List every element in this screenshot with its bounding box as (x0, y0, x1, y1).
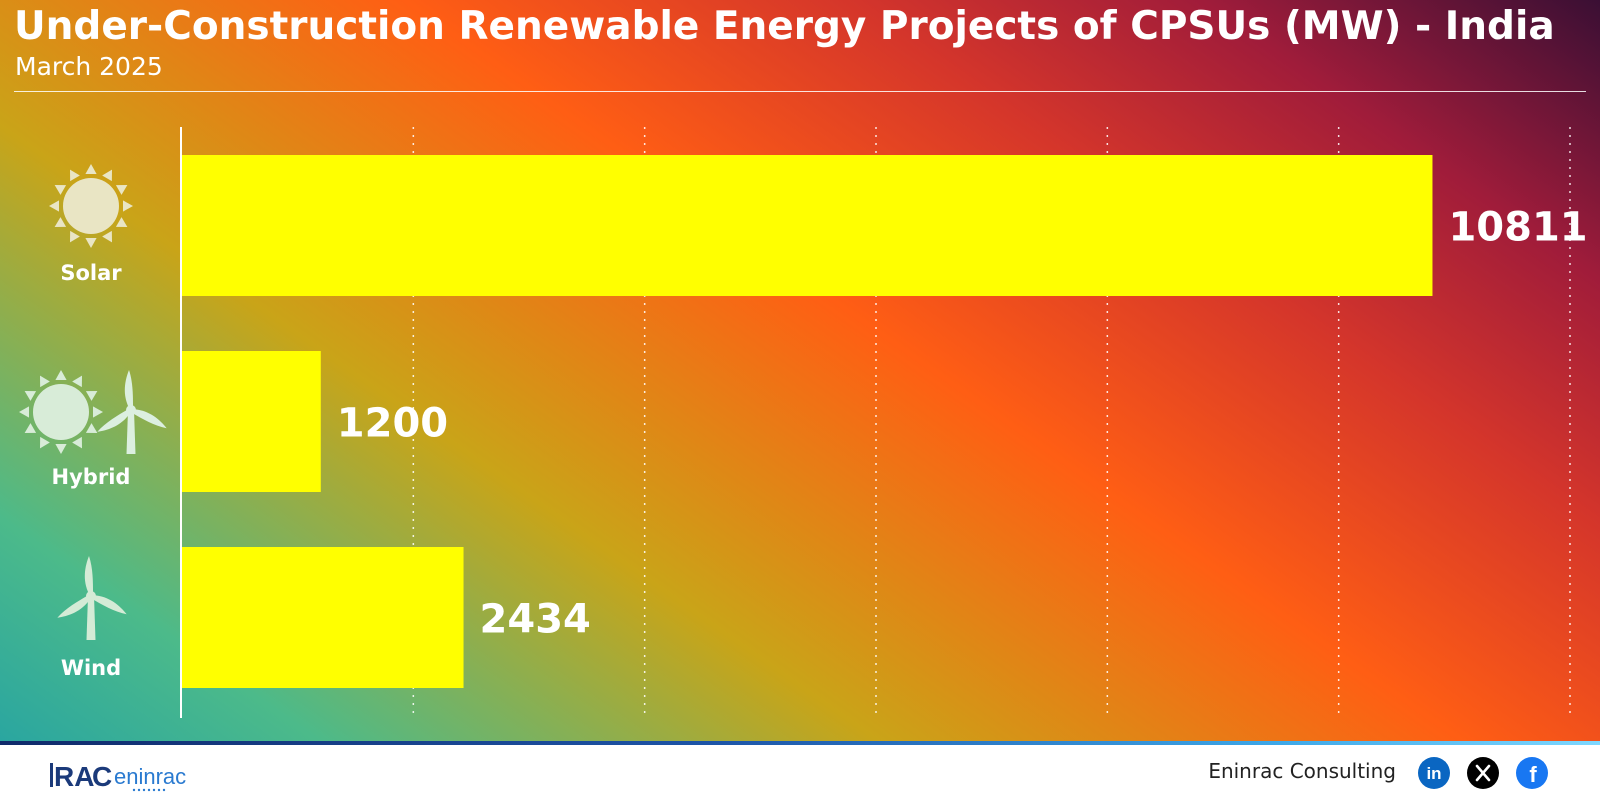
bar-value-label: 1200 (337, 401, 448, 447)
bar-solar (182, 155, 1433, 296)
data-labels: 10811 1200 2434 (337, 205, 1588, 643)
bar-value-label: 10811 (1448, 205, 1587, 251)
category-label-wind: Wind (61, 656, 121, 680)
category-label-solar: Solar (60, 261, 122, 285)
footer: RA C eninrac Eninrac Consulting in f (0, 745, 1600, 800)
bar-wind (182, 547, 464, 688)
bar-value-label: 2434 (480, 597, 591, 643)
sun-and-wind-turbine-icon (19, 370, 167, 454)
wind-turbine-icon (57, 556, 127, 640)
svg-text:C: C (92, 761, 112, 792)
chart-title: Under-Construction Renewable Energy Proj… (14, 4, 1555, 49)
chart-subtitle: March 2025 (15, 52, 163, 81)
bars (182, 155, 1433, 688)
svg-text:in: in (1426, 764, 1441, 783)
linkedin-icon[interactable]: in (1418, 757, 1450, 789)
bar-chart: Solar Hybrid Wind 10811 1200 2434 (19, 155, 1588, 688)
brand-name: Eninrac Consulting (1208, 759, 1396, 783)
sun-icon (49, 164, 133, 248)
svg-text:eninrac: eninrac (114, 764, 186, 789)
bar-hybrid (182, 351, 321, 492)
category-label-hybrid: Hybrid (52, 465, 131, 489)
svg-text:f: f (1529, 762, 1537, 787)
eninrac-logo: RA C eninrac (50, 761, 186, 792)
header-divider (14, 91, 1586, 92)
svg-text:RA: RA (54, 761, 94, 792)
footer-accent-strip (0, 741, 1600, 745)
x-icon[interactable] (1467, 757, 1499, 789)
facebook-icon[interactable]: f (1516, 757, 1548, 789)
